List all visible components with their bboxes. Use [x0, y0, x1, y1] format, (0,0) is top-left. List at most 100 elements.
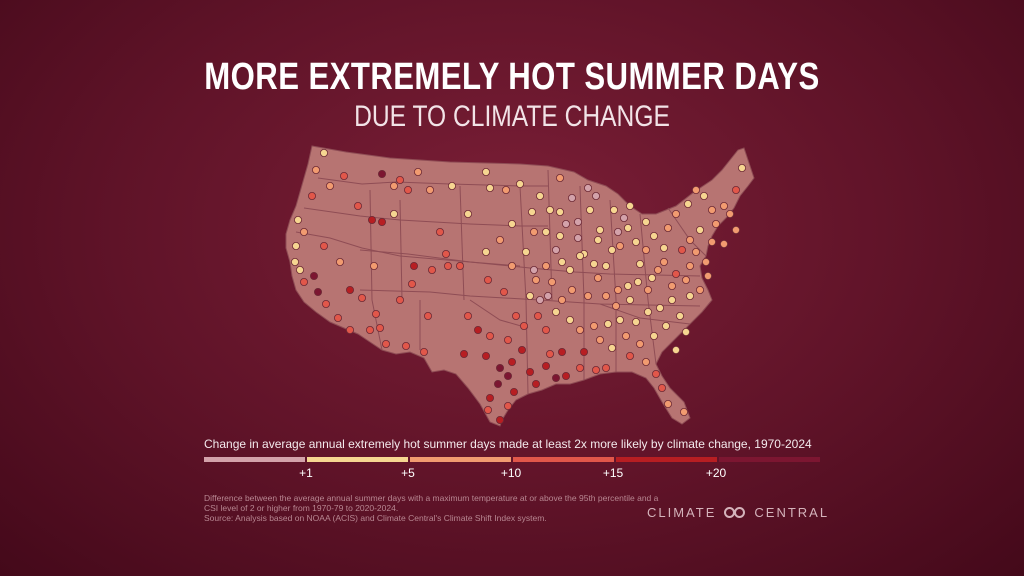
- page-title: MORE EXTREMELY HOT SUMMER DAYS: [204, 56, 820, 98]
- station-dot: [522, 247, 531, 256]
- station-dot: [365, 325, 374, 334]
- footnote-source: Source: Analysis based on NOAA (ACIS) an…: [204, 513, 547, 523]
- station-dot: [530, 265, 539, 274]
- station-dot: [291, 241, 300, 250]
- brand-logo: CLIMATE CENTRAL: [647, 505, 829, 520]
- station-dot: [696, 285, 705, 294]
- station-dot: [319, 148, 328, 157]
- station-dot: [357, 293, 366, 302]
- station-dot: [528, 207, 537, 216]
- station-dot: [650, 231, 659, 240]
- station-dot: [562, 371, 571, 380]
- station-dot: [686, 235, 695, 244]
- station-dot: [339, 171, 348, 180]
- footnote-definition: Difference between the average annual su…: [204, 493, 659, 513]
- station-dot: [409, 261, 418, 270]
- station-dot: [612, 301, 621, 310]
- station-dot: [632, 317, 641, 326]
- station-dot: [526, 291, 535, 300]
- station-dot: [590, 259, 599, 268]
- station-dot: [650, 331, 659, 340]
- station-dot: [371, 309, 380, 318]
- station-dot: [602, 363, 611, 372]
- station-dot: [624, 281, 633, 290]
- station-dot: [584, 291, 593, 300]
- station-dot: [648, 273, 657, 282]
- station-dot: [558, 295, 567, 304]
- legend-title: Change in average annual extremely hot s…: [204, 437, 812, 451]
- us-hot-days-map: [285, 145, 755, 427]
- station-dot: [708, 237, 717, 246]
- station-dot: [499, 287, 508, 296]
- station-dot: [664, 399, 673, 408]
- station-dot: [634, 277, 643, 286]
- station-dot: [626, 295, 635, 304]
- station-dot: [568, 193, 577, 202]
- station-dot: [441, 249, 450, 258]
- station-dot: [732, 225, 741, 234]
- station-dot: [610, 205, 619, 214]
- station-dot: [616, 315, 625, 324]
- station-dot: [720, 201, 729, 210]
- station-dot: [503, 371, 512, 380]
- station-dot: [335, 257, 344, 266]
- station-dot: [375, 323, 384, 332]
- station-dot: [558, 347, 567, 356]
- station-dot: [463, 209, 472, 218]
- station-dot: [726, 209, 735, 218]
- station-dot: [345, 285, 354, 294]
- station-dot: [696, 225, 705, 234]
- station-dot: [632, 237, 641, 246]
- station-dot: [686, 291, 695, 300]
- station-dot: [672, 345, 681, 354]
- station-dot: [526, 367, 535, 376]
- station-dot: [616, 241, 625, 250]
- station-dot: [552, 245, 561, 254]
- station-dot: [596, 335, 605, 344]
- station-dot: [459, 349, 468, 358]
- station-dot: [576, 325, 585, 334]
- station-dot: [512, 311, 521, 320]
- station-dot: [299, 227, 308, 236]
- station-dot: [481, 351, 490, 360]
- station-dot: [367, 215, 376, 224]
- station-dot: [584, 183, 593, 192]
- station-dot: [700, 191, 709, 200]
- station-dot: [644, 307, 653, 316]
- station-dot: [321, 299, 330, 308]
- station-dot: [389, 181, 398, 190]
- station-dot: [407, 279, 416, 288]
- station-dot: [660, 257, 669, 266]
- station-dot: [574, 233, 583, 242]
- station-dot: [624, 223, 633, 232]
- station-dot: [463, 311, 472, 320]
- station-dot: [546, 205, 555, 214]
- station-dot: [546, 349, 555, 358]
- station-dot: [369, 261, 378, 270]
- station-dot: [503, 401, 512, 410]
- station-dot: [664, 223, 673, 232]
- station-dot: [556, 231, 565, 240]
- station-dot: [313, 287, 322, 296]
- station-dot: [495, 235, 504, 244]
- station-dot: [481, 167, 490, 176]
- station-dot: [552, 373, 561, 382]
- station-dot: [520, 321, 529, 330]
- station-dot: [542, 227, 551, 236]
- station-dot: [656, 303, 665, 312]
- station-dot: [290, 257, 299, 266]
- station-dot: [319, 241, 328, 250]
- station-dot: [622, 331, 631, 340]
- station-dot: [614, 285, 623, 294]
- station-dot: [419, 347, 428, 356]
- station-dot: [389, 209, 398, 218]
- station-dot: [580, 347, 589, 356]
- station-dot: [395, 295, 404, 304]
- brand-name-left: CLIMATE: [647, 505, 717, 520]
- station-dot: [542, 361, 551, 370]
- station-dot: [481, 247, 490, 256]
- station-dot: [562, 219, 571, 228]
- station-dot: [668, 281, 677, 290]
- station-dot: [602, 261, 611, 270]
- station-dot: [678, 245, 687, 254]
